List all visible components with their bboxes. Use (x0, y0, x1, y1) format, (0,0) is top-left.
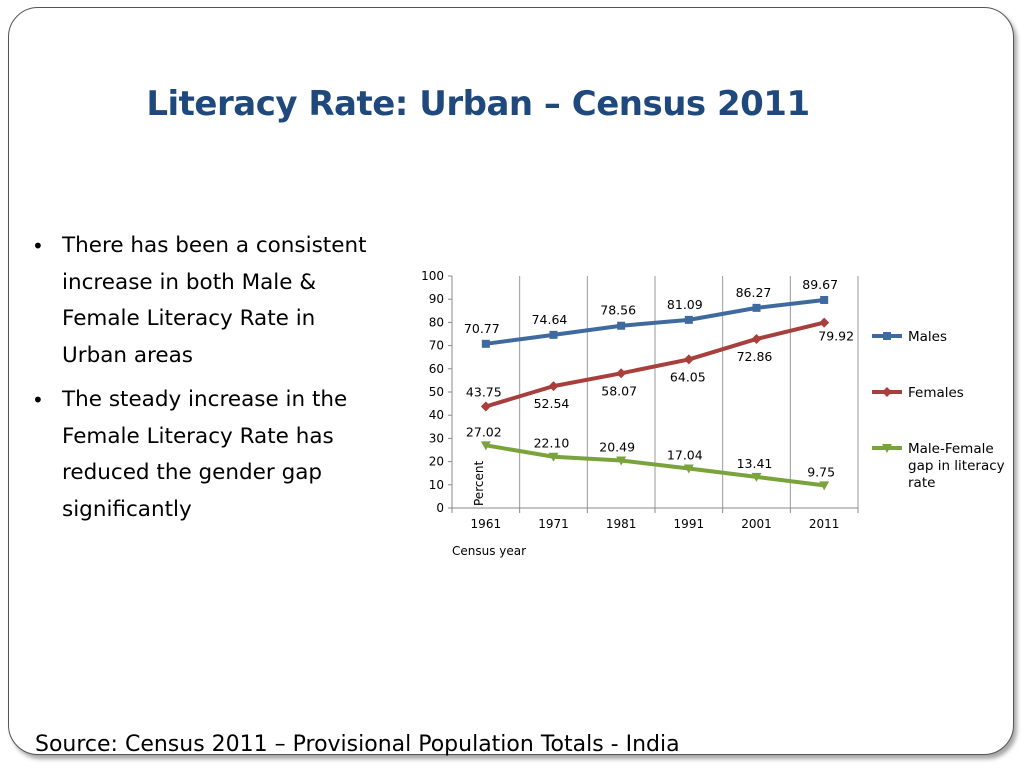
slide-frame (8, 7, 1014, 755)
data-label: 64.05 (670, 369, 706, 384)
data-label: 17.04 (667, 447, 703, 462)
x-tick-label: 1991 (674, 517, 705, 531)
data-point (480, 441, 491, 451)
data-point (684, 315, 693, 324)
y-tick-label: 80 (429, 315, 444, 329)
x-tick-label: 1961 (471, 517, 502, 531)
bullet-list: • There has been a consistent increase in… (30, 228, 382, 536)
data-label: 58.07 (601, 383, 637, 398)
x-tick-label: 1981 (606, 517, 637, 531)
legend-marker (882, 444, 892, 453)
series-line-males (485, 297, 825, 346)
data-label: 20.49 (599, 439, 635, 454)
data-label: 22.10 (534, 436, 570, 451)
x-tick-label: 2001 (741, 517, 772, 531)
data-label: 81.09 (667, 297, 703, 312)
bullet-text: There has been a consistent increase in … (62, 233, 367, 368)
legend-label: Females (908, 385, 964, 401)
data-label: 27.02 (466, 424, 502, 439)
data-point (616, 368, 627, 379)
series-line-females (485, 320, 825, 409)
y-tick-label: 60 (429, 362, 444, 376)
y-tick-label: 0 (436, 501, 444, 515)
data-point (548, 452, 559, 462)
legend-marker (882, 387, 892, 397)
series-line-gap (485, 443, 825, 488)
source-note: Source: Census 2011 – Provisional Popula… (35, 732, 680, 757)
bullet-dot-icon: • (32, 234, 44, 258)
literacy-line-chart: 0 10 20 30 40 50 60 70 80 90 100 1961 1971 1981 1991 20… (421, 269, 1005, 558)
data-label: 74.64 (532, 312, 568, 327)
bullet-dot-icon: • (32, 388, 44, 412)
data-point (617, 321, 626, 330)
data-point (752, 303, 761, 312)
data-label: 13.41 (737, 456, 773, 471)
data-point (548, 381, 559, 392)
legend-label: Male-Female (908, 441, 994, 457)
slide-title: Literacy Rate: Urban – Census 2011 (146, 84, 810, 124)
y-tick-label: 10 (429, 478, 444, 492)
data-point (683, 464, 694, 474)
y-tick-label: 70 (429, 339, 444, 353)
data-point (481, 339, 490, 348)
data-label: 72.86 (737, 349, 773, 364)
data-point (616, 456, 627, 466)
data-point (549, 330, 558, 339)
data-label: 86.27 (736, 285, 772, 300)
bullet-item: • There has been a consistent increase in… (30, 228, 382, 374)
x-tick-label: 1971 (538, 517, 569, 531)
y-tick-label: 100 (421, 269, 444, 283)
data-point (819, 317, 830, 328)
x-axis-title: Census year (452, 544, 526, 558)
data-point (751, 333, 762, 344)
data-label: 70.77 (464, 321, 500, 336)
y-axis-title: Percent (472, 461, 486, 506)
legend-marker (883, 332, 891, 340)
legend-label: Males (908, 329, 947, 345)
data-label: 79.92 (818, 329, 854, 344)
data-point (751, 472, 762, 482)
data-label: 52.54 (534, 396, 570, 411)
bullet-item: • The steady increase in the Female Liter… (30, 382, 382, 528)
data-label: 43.75 (466, 385, 502, 400)
y-tick-label: 40 (429, 408, 444, 422)
data-label: 78.56 (600, 303, 636, 318)
bullet-text: The steady increase in the Female Litera… (62, 387, 348, 522)
x-tick-label: 2011 (809, 517, 840, 531)
y-tick-label: 90 (429, 292, 444, 306)
legend-label: gap in literacy (908, 458, 1005, 474)
data-point (480, 401, 491, 412)
data-label: 89.67 (802, 277, 838, 292)
data-point (819, 481, 830, 491)
legend-label: rate (908, 475, 935, 491)
data-label: 9.75 (807, 464, 835, 479)
data-point (820, 295, 829, 304)
y-tick-label: 30 (429, 431, 444, 445)
y-tick-label: 50 (429, 385, 444, 399)
y-tick-label: 20 (429, 455, 444, 469)
data-point (683, 354, 694, 365)
